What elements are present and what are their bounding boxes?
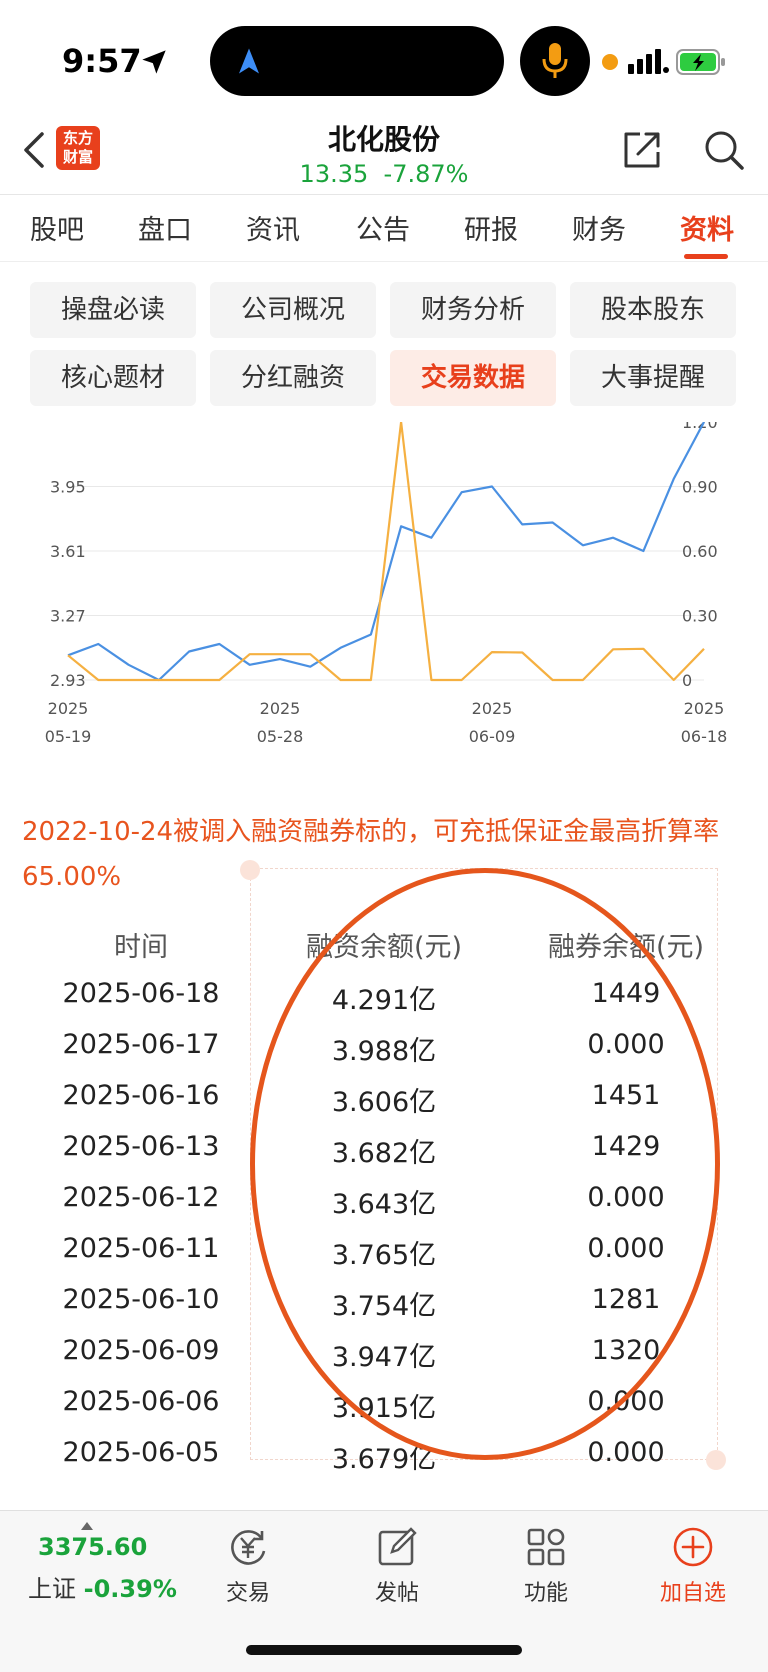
index-ticker[interactable]: 上证 -0.39% [28, 1569, 177, 1604]
cell-date: 2025-06-11 [62, 1233, 220, 1264]
share-icon[interactable] [620, 128, 664, 172]
cell-date: 2025-06-17 [62, 1029, 220, 1060]
logo-text-line2: 财富 [62, 148, 93, 166]
sub-btn-company-overview[interactable]: 公司概况 [210, 282, 376, 338]
add-watchlist-label: 加自选 [659, 1581, 726, 1606]
trade-icon [231, 1530, 266, 1565]
x-tick-date: 05-28 [257, 727, 304, 746]
frame-handle-bottom [706, 1450, 726, 1470]
x-tick-year: 2025 [684, 699, 725, 718]
series-financing-line [67, 422, 705, 682]
frame-handle-top [240, 860, 260, 880]
right-tick-label: 0.30 [682, 607, 718, 626]
app-logo[interactable]: 东方 财富 [56, 126, 100, 170]
trade-label: 交易 [225, 1581, 270, 1606]
sub-btn-must-read[interactable]: 操盘必读 [30, 282, 196, 338]
cell-securities-lending-balance: 0.000 [587, 1437, 665, 1468]
right-tick-label: 1.20 [682, 422, 718, 432]
tab-news[interactable]: 资讯 [246, 215, 300, 246]
index-value[interactable]: 3375.60 [38, 1533, 148, 1561]
cell-date: 2025-06-09 [62, 1335, 220, 1366]
recording-dot-icon [602, 54, 618, 70]
tab-research[interactable]: 研报 [464, 215, 518, 246]
cell-financing-balance: 3.679亿 [331, 1444, 437, 1475]
cell-date: 2025-06-13 [62, 1131, 220, 1162]
left-tick-label: 3.61 [50, 542, 86, 561]
sub-btn-events[interactable]: 大事提醒 [570, 350, 736, 406]
stock-header: 东方 财富 北化股份 13.35 -7.87% [0, 110, 768, 195]
left-tick-label: 3.27 [50, 607, 86, 626]
cell-date: 2025-06-10 [62, 1284, 220, 1315]
stock-price: 13.35 [299, 160, 369, 188]
navigation-arrow-icon [239, 48, 259, 74]
sub-btn-trading-data[interactable]: 交易数据 [390, 350, 556, 406]
tab-guba[interactable]: 股吧 [30, 215, 84, 246]
x-tick-year: 2025 [472, 699, 513, 718]
dynamic-island[interactable] [210, 26, 504, 96]
sub-btn-dividends-financing[interactable]: 分红融资 [210, 350, 376, 406]
x-tick-date: 05-19 [45, 727, 92, 746]
microphone-indicator[interactable] [520, 26, 590, 96]
margin-trading-chart: 2.93 3.27 3.61 3.95 0 0.30 0.60 0.90 1.20 2025 05-… [45, 422, 728, 746]
tab-divider [0, 261, 768, 262]
status-bar: 9:57 [0, 0, 768, 120]
status-time: 9:57 [62, 42, 142, 80]
cell-date: 2025-06-18 [62, 978, 220, 1009]
caret-up-icon[interactable] [80, 1521, 94, 1531]
search-icon[interactable] [702, 128, 746, 172]
header-time: 时间 [114, 932, 168, 963]
compose-label: 发帖 [374, 1581, 419, 1606]
grid-icon [527, 1528, 565, 1566]
left-tick-label: 3.95 [50, 478, 86, 497]
compose-button[interactable]: 发帖 [342, 1525, 452, 1607]
tab-announcements[interactable]: 公告 [356, 215, 410, 246]
tab-finance[interactable]: 财务 [572, 215, 626, 246]
x-tick-date: 06-18 [681, 727, 728, 746]
logo-text-line1: 东方 [62, 129, 93, 147]
trade-button[interactable]: 交易 [193, 1525, 303, 1607]
tab-pankou[interactable]: 盘口 [138, 215, 192, 246]
battery-charging-icon [676, 49, 725, 75]
series-lending-line [67, 422, 705, 682]
add-watchlist-icon [673, 1527, 713, 1567]
compose-icon [378, 1527, 417, 1566]
cell-date: 2025-06-16 [62, 1080, 220, 1111]
sub-btn-financial-analysis[interactable]: 财务分析 [390, 282, 556, 338]
home-indicator[interactable] [246, 1645, 522, 1655]
functions-label: 功能 [523, 1581, 568, 1606]
tab-bar: 股吧 盘口 资讯 公告 研报 财务 资料 [0, 196, 768, 260]
tab-profile[interactable]: 资料 [680, 215, 734, 246]
sub-btn-core-themes[interactable]: 核心题材 [30, 350, 196, 406]
back-chevron-icon[interactable] [18, 130, 48, 170]
right-tick-label: 0.60 [682, 542, 718, 561]
cellular-signal-icon [628, 49, 669, 74]
cell-date: 2025-06-06 [62, 1386, 220, 1417]
highlight-ellipse [250, 868, 720, 1460]
cell-date: 2025-06-12 [62, 1182, 220, 1213]
active-tab-indicator [684, 254, 728, 259]
stock-change-pct: -7.87% [383, 160, 469, 188]
stock-quote: 13.35 -7.87% [0, 160, 768, 188]
cell-date: 2025-06-05 [62, 1437, 220, 1468]
header-divider [0, 194, 768, 195]
index-change: -0.39% [83, 1575, 177, 1603]
left-tick-label: 2.93 [50, 671, 86, 690]
location-arrow-icon [142, 50, 166, 74]
x-tick-year: 2025 [260, 699, 301, 718]
x-tick-date: 06-09 [469, 727, 516, 746]
right-tick-label: 0 [682, 671, 692, 690]
index-name: 上证 [28, 1575, 76, 1603]
add-watchlist-button[interactable]: 加自选 [638, 1525, 748, 1607]
margin-info-text: 2022-10-24被调入融资融券标的，可充抵保证金最高折算率65.00% [22, 817, 720, 892]
microphone-icon [542, 43, 568, 78]
functions-button[interactable]: 功能 [491, 1525, 601, 1607]
right-tick-label: 0.90 [682, 478, 718, 497]
sub-btn-shareholders[interactable]: 股本股东 [570, 282, 736, 338]
x-tick-year: 2025 [48, 699, 89, 718]
stock-name: 北化股份 [327, 123, 440, 156]
